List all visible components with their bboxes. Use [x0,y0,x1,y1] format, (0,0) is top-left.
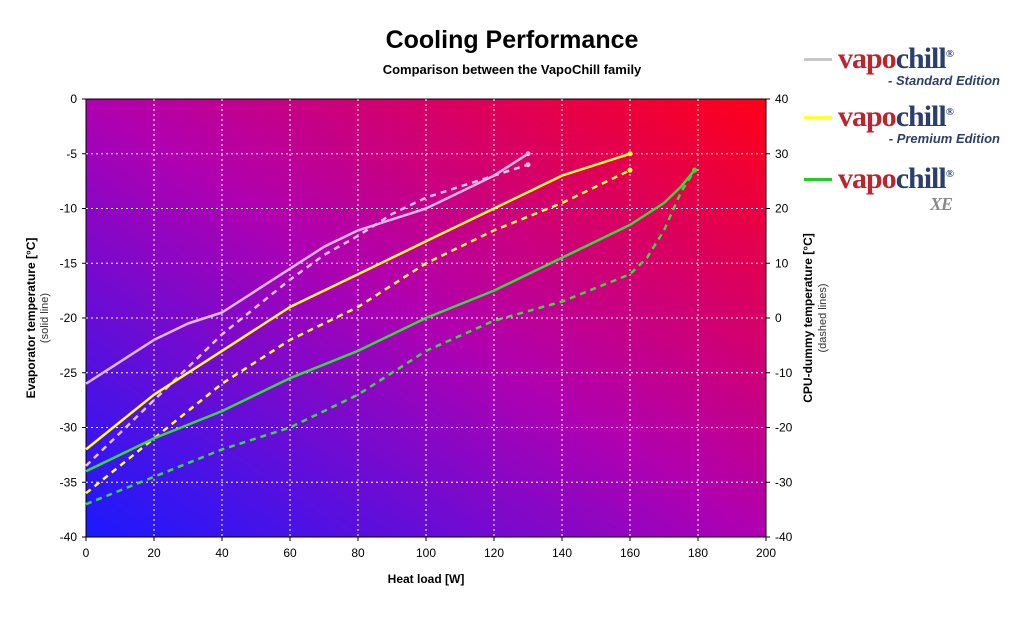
y-right-tick-label: -20 [775,421,793,435]
x-tick-label: 20 [147,546,161,560]
legend-label-standard: - Standard Edition [888,73,1000,88]
x-tick-label: 200 [756,546,776,560]
y-left-axis-subtitle: (solid line) [39,293,51,343]
x-tick-label: 160 [620,546,640,560]
y-right-tick-label: 30 [775,147,789,161]
vapochill-logo: vapochill® [838,42,954,75]
series-end-point-2 [627,151,633,157]
y-right-tick-label: -30 [775,475,793,489]
series-line-0 [85,152,529,385]
series-line-2 [85,152,631,451]
series-line-4 [85,169,696,473]
y-right-tick-label: 40 [775,92,789,106]
x-axis-title: Heat load [W] [388,572,465,586]
y-right-axis-title: CPU-dummy temperature [°C] [801,233,815,403]
vapochill-logo: vapochill® [838,162,954,195]
y-right-tick-label: -40 [775,530,793,544]
legend-swatch-standard [804,58,832,61]
y-left-tick-label: -15 [60,256,78,270]
y-left-tick-label: -30 [60,421,78,435]
legend-label-premium: - Premium Edition [888,131,1000,146]
x-tick-label: 40 [215,546,229,560]
series-line-5 [85,169,696,506]
legend-swatch-xe [804,178,832,181]
legend-item-standard: vapochill® - Standard Edition [804,42,1014,94]
x-tick-label: 120 [484,546,504,560]
y-right-tick-label: 10 [775,256,789,270]
chart-subtitle: Comparison between the VapoChill family [382,62,642,77]
vapochill-logo: vapochill® [838,100,954,133]
legend-item-premium: vapochill® - Premium Edition [804,100,1014,152]
y-left-tick-label: -35 [60,475,78,489]
legend-label-xe: XE [930,194,953,214]
x-tick-label: 180 [688,546,708,560]
y-right-tick-label: -10 [775,366,793,380]
y-left-tick-label: -5 [66,147,77,161]
series-end-point-5 [692,167,698,173]
legend-item-xe: vapochill® XE [804,162,1014,214]
legend-swatch-premium [804,116,832,119]
y-right-tick-label: 0 [775,311,782,325]
series-end-point-1 [525,162,531,168]
series-end-point-3 [627,167,633,173]
x-tick-label: 80 [351,546,365,560]
ticks-group: 0 20 40 60 80 100 120 140 160 180 2000-5-10-15-20-… [60,92,793,560]
series-line-3 [85,169,631,495]
y-left-tick-label: -10 [60,202,78,216]
x-tick-label: 0 [83,546,90,560]
x-tick-label: 100 [416,546,436,560]
y-left-tick-label: -40 [60,530,78,544]
chart-title: Cooling Performance [385,26,639,54]
grid [86,99,766,537]
series-line-1 [85,163,529,467]
y-left-tick-label: -20 [60,311,78,325]
x-tick-label: 60 [283,546,297,560]
x-tick-label: 140 [552,546,572,560]
y-right-axis-subtitle: (dashed lines) [817,283,829,352]
series-group [85,151,698,506]
y-left-axis-title: Evaporator temperature [°C] [24,238,38,399]
y-right-tick-label: 20 [775,202,789,216]
series-end-point-0 [525,151,531,157]
y-left-tick-label: -25 [60,366,78,380]
y-left-tick-label: 0 [70,92,77,106]
